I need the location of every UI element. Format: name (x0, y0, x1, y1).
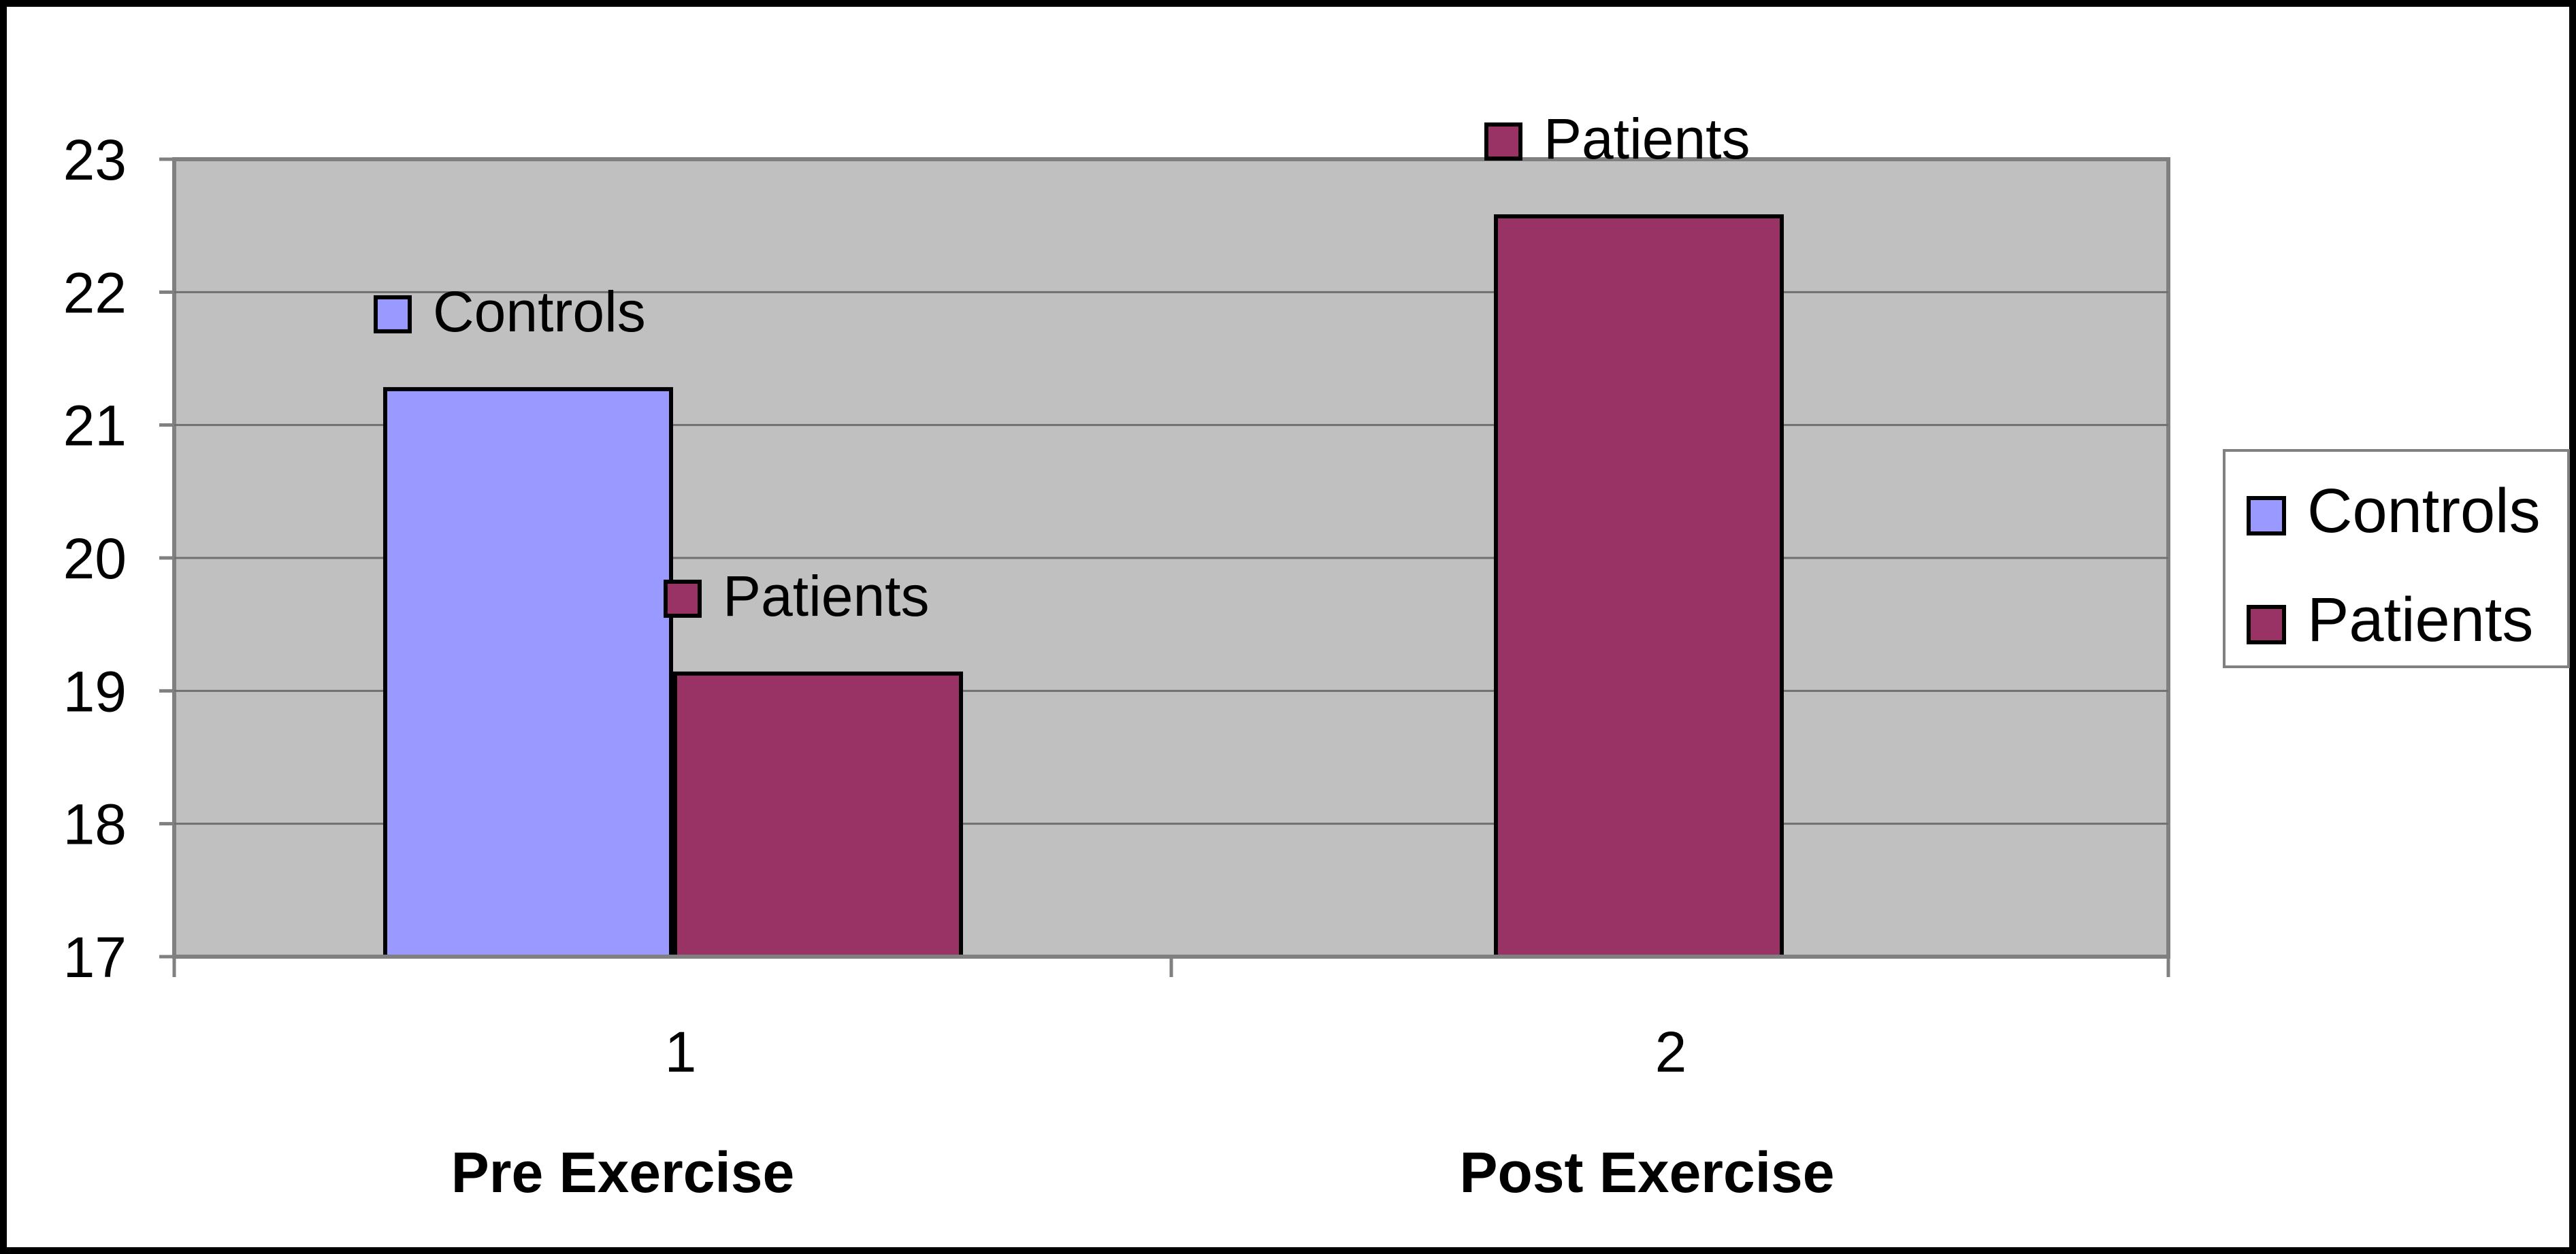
bar-controls (383, 386, 673, 959)
x-tick-label: 1 (665, 1020, 697, 1084)
data-labels: Controls Patients Patients (374, 107, 1750, 628)
legend-label: Controls (2307, 476, 2541, 546)
data-label: Patients (723, 564, 930, 628)
legend-swatch (2247, 605, 2286, 644)
data-label: Controls (433, 280, 646, 344)
x-tick-label: 2 (1655, 1020, 1687, 1084)
y-tick-label: 22 (63, 261, 127, 325)
bar-patients (673, 671, 963, 959)
y-tick-label: 23 (63, 128, 127, 192)
data-label-key (664, 579, 702, 618)
x-group-label: Post Exercise (1459, 1140, 1834, 1204)
y-tick-label: 18 (63, 793, 127, 857)
y-tick-label: 17 (63, 925, 127, 989)
data-label-key (374, 295, 412, 333)
y-tick-label: 21 (63, 394, 127, 458)
data-label-key (1484, 122, 1522, 161)
legend: Controls Patients (2223, 449, 2570, 668)
y-tick-label: 19 (63, 659, 127, 723)
bars (383, 214, 1784, 959)
x-group-label: Pre Exercise (451, 1140, 794, 1204)
bar-patients (1494, 214, 1784, 959)
axes: 17 18 19 20 21 22 23 1 Pre Exercise 2 Post Exercis… (63, 128, 2170, 1204)
data-label: Patients (1544, 107, 1750, 171)
y-tick-label: 20 (63, 527, 127, 591)
legend-swatch (2247, 496, 2286, 535)
legend-label: Patients (2307, 585, 2533, 655)
